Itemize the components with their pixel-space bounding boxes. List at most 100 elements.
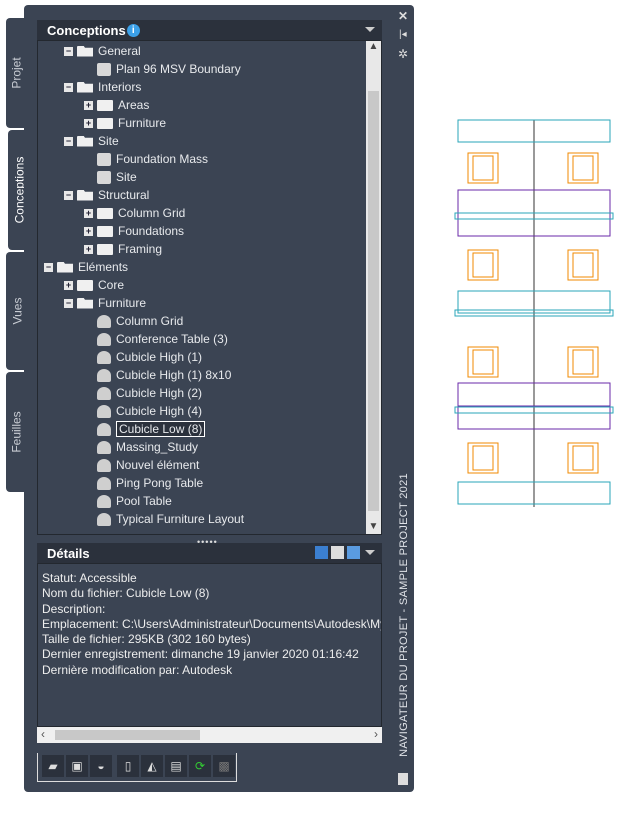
tree-item[interactable]: + Furniture [84,114,166,132]
auto-hide-icon[interactable]: |◂ [399,29,407,40]
chair-seat [472,349,494,375]
tree-item[interactable]: Typical Furniture Layout [84,510,244,528]
folder-icon [97,207,113,219]
expand-icon[interactable]: + [84,225,93,236]
collapse-icon[interactable]: − [64,135,73,146]
collapse-icon[interactable]: − [64,297,73,308]
tree-item[interactable]: − General [64,42,141,60]
details-content: Statut: Accessible Nom du fichier: Cubicl… [37,563,382,727]
details-list-icon[interactable] [331,546,344,559]
new-construct-icon[interactable]: ▣ [66,755,88,777]
expand-icon[interactable]: + [84,117,93,128]
splitter-handle[interactable]: ••••• [197,537,218,547]
construct-icon [97,62,111,76]
tree-item[interactable]: Cubicle Low (8) [84,420,206,438]
scroll-right-icon[interactable]: › [374,727,378,741]
chair-seat [472,252,494,278]
tree-item[interactable]: Cubicle High (4) [84,402,202,420]
chair [467,249,499,281]
tree-item[interactable]: − Structural [64,186,149,204]
preview-search-icon[interactable] [347,546,360,559]
tree-item-label: Framing [118,242,163,256]
expand-icon[interactable]: + [84,207,93,218]
bottom-toolbar: ▰ ▣ ◒ ▯ ◭ ▤ ⟳ ▩ [37,753,237,782]
scroll-thumb[interactable] [55,730,200,740]
new-folder-icon[interactable]: ▰ [42,755,64,777]
chair-seat [572,252,594,278]
layout-icon[interactable]: ▤ [165,755,187,777]
collapse-icon[interactable]: − [64,45,73,56]
chair-seat [572,349,594,375]
tree-item[interactable]: Ping Pong Table [84,474,203,492]
tree-item[interactable]: + Areas [84,96,149,114]
tree-item[interactable]: Cubicle High (1) [84,348,202,366]
palette-menu-icon[interactable] [398,773,408,785]
chair [567,442,599,474]
tree-item[interactable]: + Column Grid [84,204,185,222]
folder-open-icon [77,45,93,57]
detail-line: Dernière modification par: Autodesk [42,662,233,677]
expand-icon[interactable]: + [84,99,93,110]
details-horizontal-scrollbar[interactable]: ‹ › [37,727,382,743]
tree-item-label: Site [116,170,137,184]
details-menu-arrow-icon[interactable] [365,550,375,555]
partition-cap [454,212,614,220]
tree-item[interactable]: + Foundations [84,222,184,240]
scroll-left-icon[interactable]: ‹ [41,727,45,741]
tree-item[interactable]: Cubicle High (2) [84,384,202,402]
detail-line: Emplacement: C:\Users\Administrateur\Doc… [42,616,382,631]
tree-item[interactable]: Conference Table (3) [84,330,228,348]
xref-disabled-icon[interactable]: ▩ [213,755,235,777]
scroll-up-icon[interactable]: ▲ [368,41,379,52]
tree-item[interactable]: Column Grid [84,312,183,330]
tree-item-label: Furniture [98,296,147,310]
glass-partition [457,290,611,314]
tree-item[interactable]: Plan 96 MSV Boundary [84,60,241,78]
tree-item[interactable]: Massing_Study [84,438,198,456]
element-icon [97,422,111,436]
tree-item-label: Structural [98,188,150,202]
partition-wall [457,405,611,430]
xref-icon[interactable]: ▯ [117,755,139,777]
tree-item[interactable]: Foundation Mass [84,150,208,168]
new-element-icon[interactable]: ◒ [90,755,112,777]
tree-item[interactable]: − Furniture [64,294,146,312]
tree-item[interactable]: Pool Table [84,492,172,510]
chair [567,152,599,184]
tab-feuilles[interactable]: Feuilles [6,372,28,492]
tree-item[interactable]: Nouvel élément [84,456,199,474]
collapse-icon[interactable]: − [64,189,73,200]
tree-item[interactable]: + Framing [84,240,162,258]
tree-item[interactable]: Cubicle High (1) 8x10 [84,366,231,384]
tree-item[interactable]: − Interiors [64,78,141,96]
tab-projet[interactable]: Projet [6,18,28,128]
tree-item[interactable]: Site [84,168,137,186]
properties-icon[interactable]: ✲ [398,47,409,61]
tree-item[interactable]: − Eléments [44,258,128,276]
close-icon[interactable]: ✕ [398,9,409,23]
edit-icon[interactable]: ◭ [141,755,163,777]
scroll-down-icon[interactable]: ▼ [368,521,379,532]
collapse-icon[interactable]: − [64,81,73,92]
expand-icon[interactable]: + [64,279,73,290]
tab-label: Vues [10,297,24,325]
tree-item-label: General [98,44,141,58]
folder-icon [77,279,93,291]
tree-item-label: Core [98,278,125,292]
element-icon [97,404,111,418]
tree-vertical-scrollbar[interactable]: ▲ ▼ [366,41,381,534]
partition-cap [454,309,614,317]
scroll-thumb[interactable] [368,91,379,511]
collapse-icon[interactable]: − [44,261,53,272]
info-icon[interactable]: i [126,23,140,37]
tree-item[interactable]: − Site [64,132,119,150]
header-menu-arrow-icon[interactable] [365,27,375,32]
preview-history-icon[interactable] [315,546,328,559]
tab-vues[interactable]: Vues [6,252,28,370]
refresh-icon[interactable]: ⟳ [189,755,211,777]
expand-icon[interactable]: + [84,243,93,254]
tree-item-label: Column Grid [118,206,186,220]
tree-item[interactable]: + Core [64,276,124,294]
tree-item-label: Foundation Mass [116,152,209,166]
element-icon [97,332,111,346]
